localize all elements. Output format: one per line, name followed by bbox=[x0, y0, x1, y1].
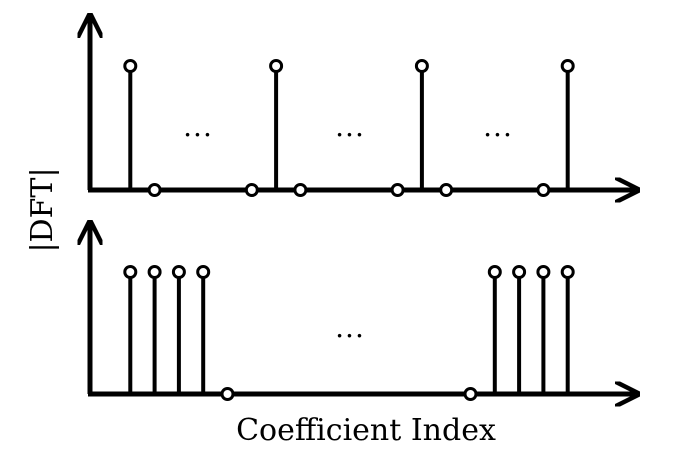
top-panel: ... ... ... bbox=[88, 18, 635, 196]
bottom-stem-marker bbox=[123, 265, 138, 279]
bottom-stem-marker bbox=[171, 265, 186, 279]
top-zeros bbox=[147, 183, 551, 197]
y-axis-label: |DFT| bbox=[25, 167, 60, 252]
top-stem-marker bbox=[560, 59, 575, 73]
bottom-stem-marker bbox=[196, 265, 211, 279]
top-zero-marker bbox=[390, 183, 405, 197]
bottom-stem-marker bbox=[147, 265, 162, 279]
bottom-zero-marker bbox=[220, 387, 235, 401]
top-stems bbox=[123, 59, 575, 190]
top-ellipsis-2: ... bbox=[335, 110, 365, 143]
top-ellipsis-3: ... bbox=[483, 110, 513, 143]
bottom-stem-marker bbox=[487, 265, 502, 279]
top-ellipsis-1: ... bbox=[183, 110, 213, 143]
bottom-zeros bbox=[220, 387, 478, 401]
x-axis-label: Coefficient Index bbox=[236, 413, 496, 448]
bottom-stems bbox=[123, 265, 575, 394]
bottom-zero-marker bbox=[463, 387, 478, 401]
top-zero-marker bbox=[536, 183, 551, 197]
top-stem-marker bbox=[123, 59, 138, 73]
top-zero-marker bbox=[244, 183, 259, 197]
top-zero-marker bbox=[439, 183, 454, 197]
bottom-panel: ... bbox=[88, 225, 635, 400]
bottom-stem-marker bbox=[560, 265, 575, 279]
bottom-stem-marker bbox=[512, 265, 527, 279]
bottom-ellipsis: ... bbox=[335, 311, 365, 344]
top-zero-marker bbox=[293, 183, 308, 197]
bottom-stem-marker bbox=[536, 265, 551, 279]
top-stem-marker bbox=[414, 59, 429, 73]
top-zero-marker bbox=[147, 183, 162, 197]
top-stem-marker bbox=[269, 59, 284, 73]
